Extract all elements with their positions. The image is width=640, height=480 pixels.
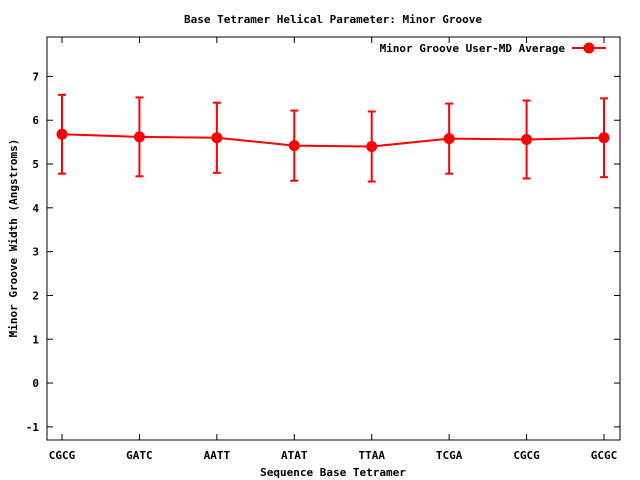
x-tick-label: CGCG <box>49 449 76 462</box>
chart-title: Base Tetramer Helical Parameter: Minor G… <box>184 13 482 26</box>
y-tick-label: 0 <box>32 377 39 390</box>
x-axis-label: Sequence Base Tetramer <box>260 466 406 479</box>
y-tick-label: -1 <box>26 421 40 434</box>
data-point <box>56 128 68 140</box>
data-point <box>443 133 455 145</box>
data-point <box>366 141 378 153</box>
y-tick-label: 4 <box>32 202 39 215</box>
data-point <box>521 134 533 146</box>
y-tick-label: 3 <box>32 246 39 259</box>
data-point <box>133 131 145 143</box>
plot-frame <box>46 36 621 441</box>
legend-label: Minor Groove User-MD Average <box>380 42 566 55</box>
x-tick-label: GATC <box>126 449 153 462</box>
y-tick-label: 7 <box>32 70 39 83</box>
y-tick-label: 2 <box>32 289 39 302</box>
x-axis: CGCG GATC AATT ATAT TTAA TCGA CGCG GCGC <box>49 37 618 462</box>
series-line <box>61 133 605 148</box>
y-tick-label: 6 <box>32 114 39 127</box>
y-axis: -1 0 1 2 3 4 5 6 7 <box>26 70 620 434</box>
x-tick-label: CGCG <box>513 449 540 462</box>
x-tick-label: GCGC <box>591 449 618 462</box>
x-tick-label: TCGA <box>436 449 463 462</box>
y-tick-label: 1 <box>32 333 39 346</box>
x-tick-label: ATAT <box>281 449 308 462</box>
legend: Minor Groove User-MD Average <box>380 42 606 55</box>
series-layer <box>56 93 610 183</box>
y-axis-label: Minor Groove Width (Angstroms) <box>7 139 20 338</box>
data-point <box>211 132 223 144</box>
data-point <box>288 140 300 152</box>
x-tick-label: TTAA <box>358 449 385 462</box>
legend-marker <box>583 42 595 54</box>
y-tick-label: 5 <box>32 158 39 171</box>
data-point <box>598 132 610 144</box>
x-tick-label: AATT <box>204 449 231 462</box>
